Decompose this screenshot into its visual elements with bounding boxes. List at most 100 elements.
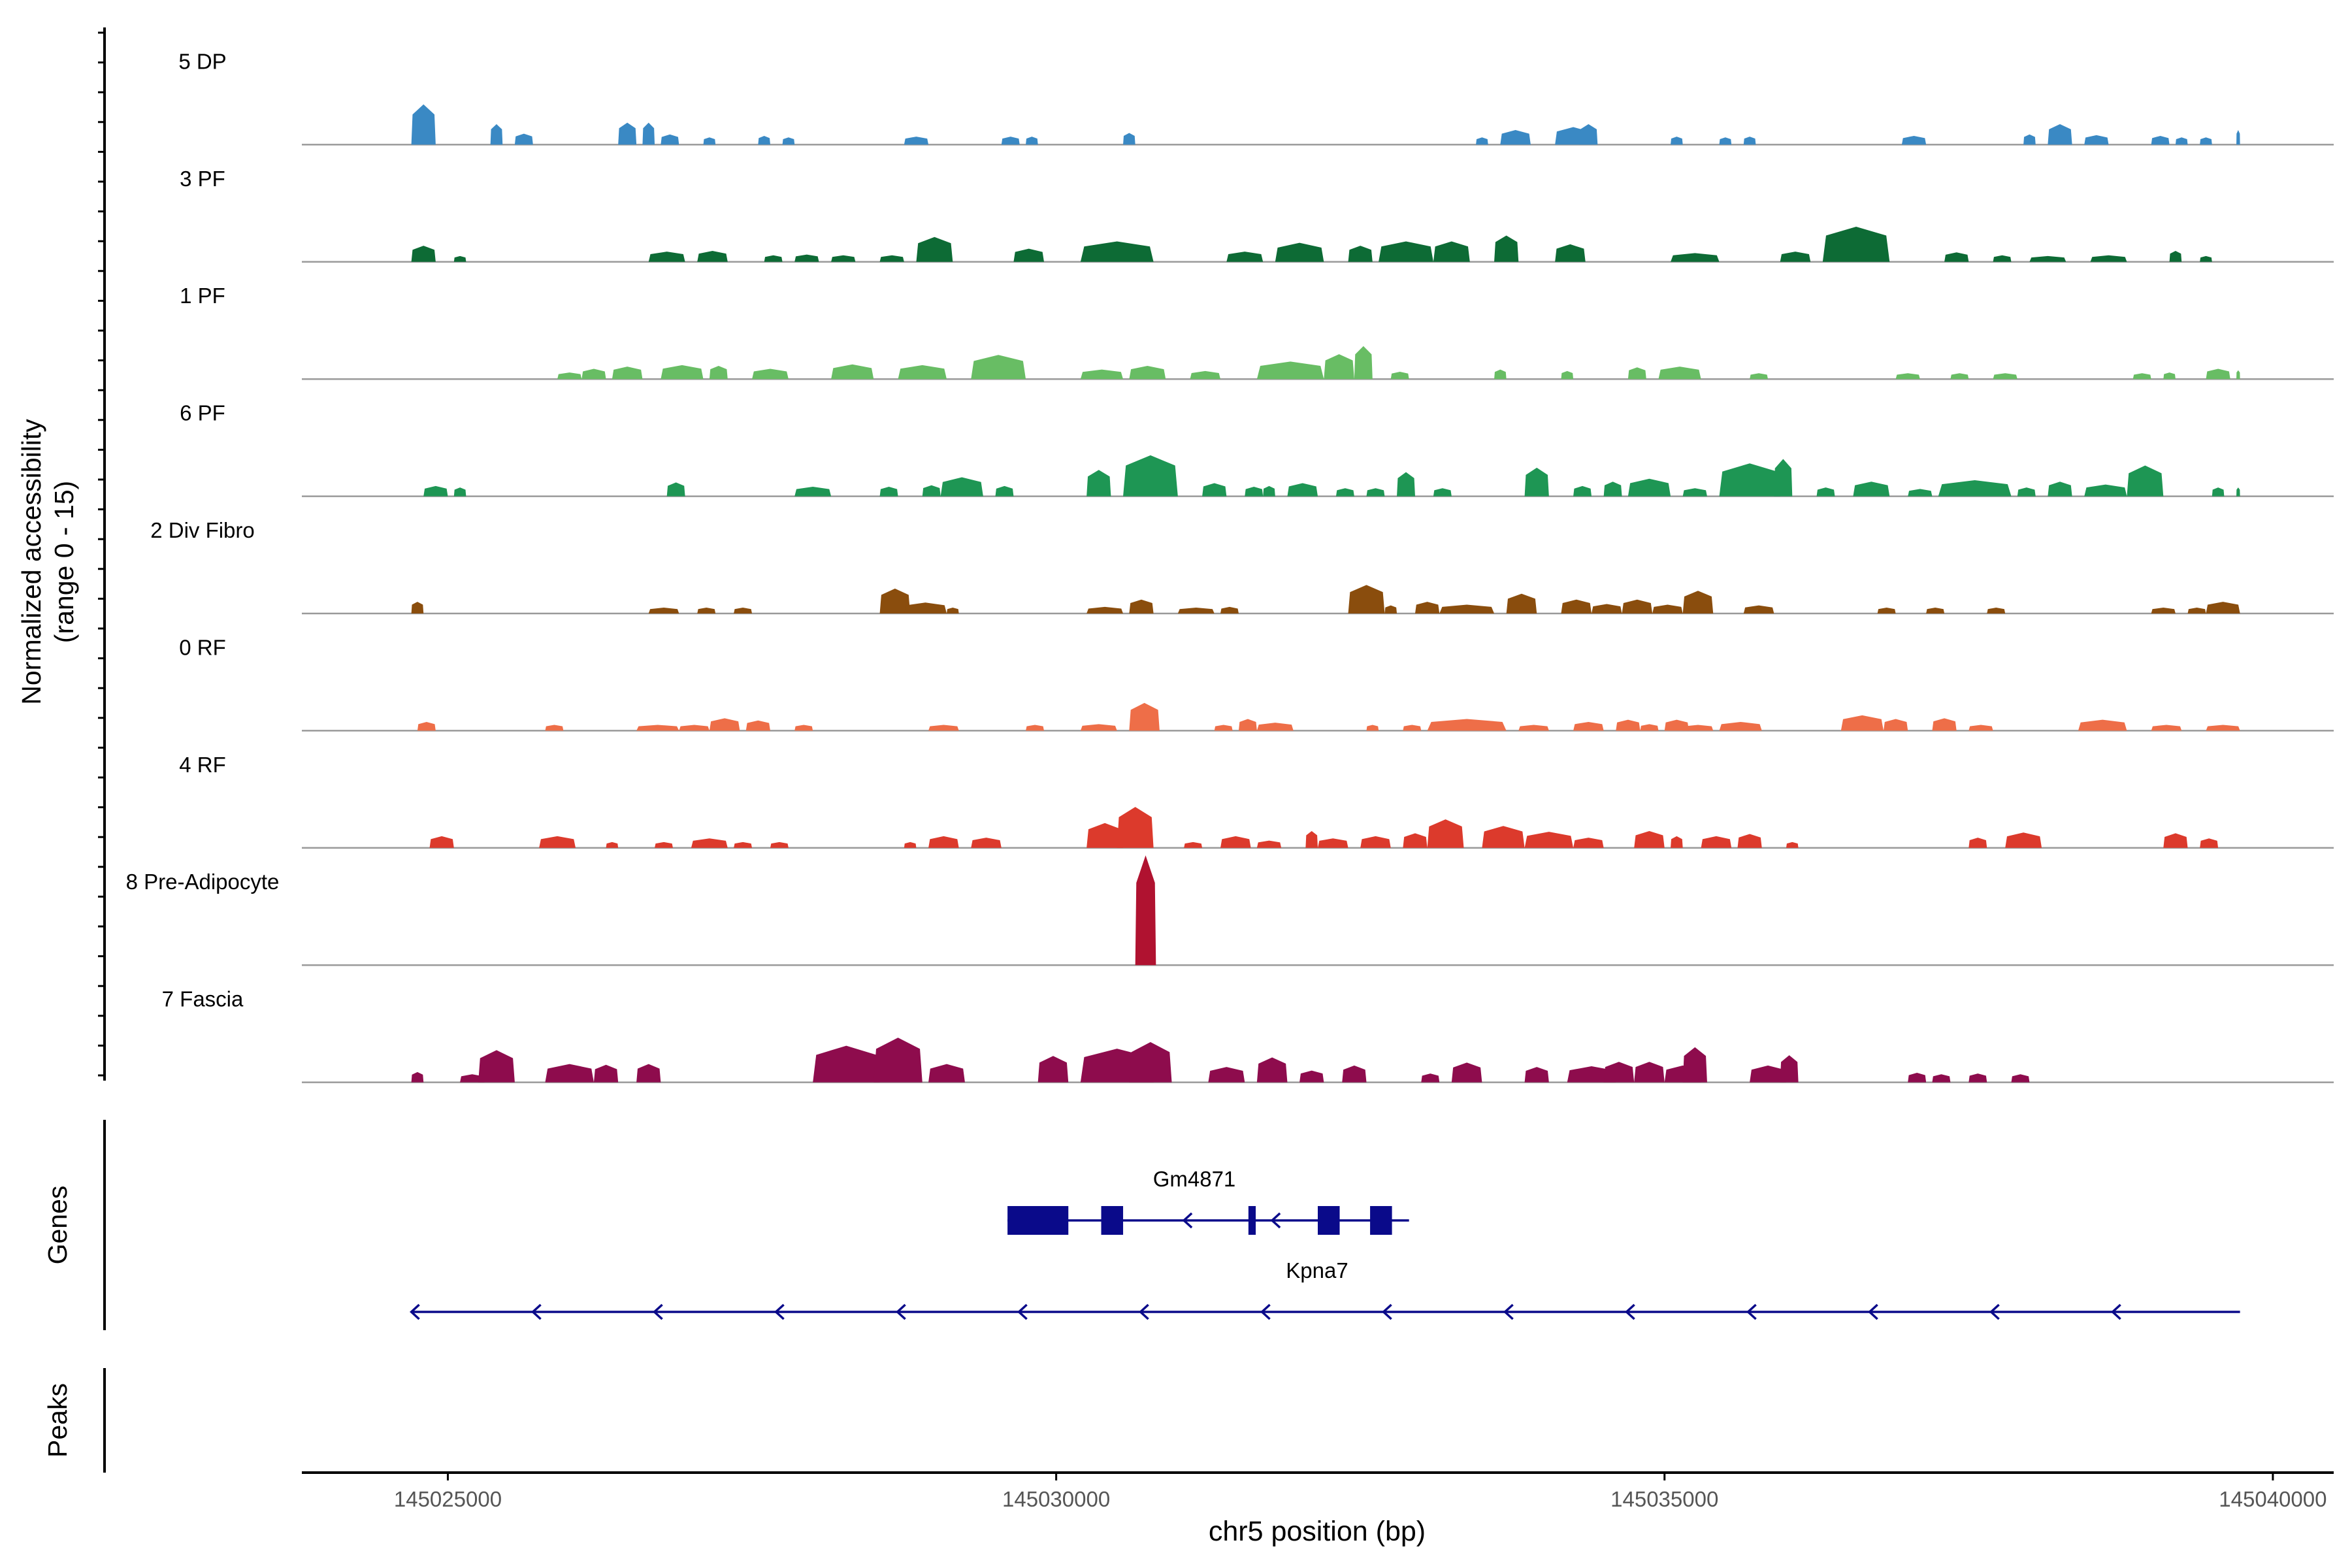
coverage-peak (1476, 137, 1488, 145)
track: 5 DP (178, 49, 2334, 146)
coverage-peak (794, 487, 832, 497)
coverage-peak (794, 725, 813, 731)
coverage-peak (874, 1037, 923, 1083)
coverage-peak (2200, 137, 2212, 145)
coverage-peak (1403, 833, 1428, 848)
coverage-peak (1908, 1073, 1927, 1083)
coverage-peak (1494, 235, 1519, 262)
track-label: 8 Pre-Adipocyte (126, 870, 280, 894)
strand-arrow (1746, 1303, 1757, 1320)
coverage-peak (1908, 489, 1933, 497)
coverage-peak (1080, 241, 1154, 262)
coverage-peak (879, 588, 911, 613)
coverage-peak (1932, 1074, 1951, 1083)
coverage-peak (411, 602, 424, 613)
coverage-peak (2084, 135, 2109, 145)
coverage-peak (411, 1071, 424, 1083)
strand-arrow (531, 1303, 542, 1320)
gene-label: Gm4871 (1153, 1167, 1236, 1191)
coverage-peak (1451, 1062, 1482, 1083)
coverage-peak (1123, 455, 1178, 497)
coverage-peak (1616, 719, 1641, 731)
coverage-peak (1506, 593, 1537, 613)
coverage-peak (1944, 252, 1969, 262)
coverage-peak (1427, 719, 1507, 731)
coverage-peak (1427, 819, 1464, 848)
coverage-peak (2236, 370, 2240, 380)
coverage-peak (1494, 369, 1507, 380)
coverage-peak (1335, 488, 1354, 497)
gene-model: Kpna7 (410, 1258, 2240, 1320)
coverage-peak (2048, 482, 2072, 497)
track-label: 3 PF (180, 167, 225, 191)
coverage-peak (1816, 487, 1835, 497)
coverage-peak (745, 720, 770, 731)
coverage-peak (661, 134, 679, 145)
coverage-peak (453, 487, 466, 497)
x-tick-label: 145035000 (1610, 1487, 1718, 1511)
coverage-peak (1037, 1056, 1069, 1083)
coverage-peak (2236, 130, 2240, 145)
track-label: 0 RF (179, 635, 226, 659)
coverage-peak (697, 608, 716, 613)
coverage-peak (928, 1064, 965, 1083)
coverage-peak (697, 251, 728, 262)
coverage-peak (916, 237, 953, 262)
coverage-peak (1968, 1073, 1987, 1083)
coverage-peak (2048, 124, 2072, 145)
coverage-peak (2206, 725, 2240, 731)
strand-arrow (1625, 1303, 1635, 1320)
coverage-peak (813, 1045, 880, 1083)
strand-arrow (1182, 1212, 1193, 1229)
coverage-peak (758, 135, 770, 145)
track-label: 6 PF (180, 401, 225, 425)
coverage-peak (1627, 478, 1671, 497)
coverage-peak (2200, 838, 2219, 848)
coverage-peak (752, 368, 789, 380)
coverage-peak (1822, 227, 1890, 262)
coverage-peak (1750, 1065, 1786, 1083)
x-tick-label: 145025000 (394, 1487, 502, 1511)
coverage-peak (1190, 370, 1221, 380)
coverage-peak (460, 1074, 485, 1083)
coverage-peak (995, 485, 1014, 497)
coverage-peak (1086, 606, 1124, 613)
coverage-peak (618, 122, 637, 145)
coverage-peak (1840, 715, 1884, 731)
coverage-peak (1877, 608, 1896, 613)
x-tick-label: 145040000 (2219, 1487, 2327, 1511)
coverage-peak (1001, 137, 1020, 145)
coverage-peak (648, 608, 679, 613)
coverage-peak (1634, 831, 1665, 848)
coverage-peak (545, 1064, 594, 1083)
coverage-peak (2206, 368, 2230, 380)
coverage-peak (2163, 372, 2176, 380)
coverage-peak (2175, 137, 2188, 145)
coverage-peak (1579, 124, 1598, 145)
coverage-peak (1220, 836, 1251, 848)
peaks-panel-label: Peaks (42, 1383, 73, 1458)
y-axis-title-range: (range 0 - 15) (49, 481, 79, 643)
coverage-peak (1524, 467, 1549, 497)
x-axis-ticks: 145025000 145030000 145035000 145040000 (394, 1473, 2327, 1511)
coverage-peak (1275, 242, 1324, 262)
coverage-peak (2236, 487, 2240, 497)
coverage-peak (1129, 1042, 1172, 1083)
coverage-peak (453, 255, 466, 262)
coverage-peak (648, 252, 685, 262)
coverage-peak (411, 104, 436, 145)
coverage-peak (782, 137, 795, 145)
coverage-peak (1433, 241, 1470, 262)
coverage-peak (1573, 485, 1592, 497)
coverage-peak (2200, 255, 2212, 262)
strand-arrow (1989, 1303, 2000, 1320)
coverage-peak (1603, 482, 1622, 497)
coverage-tracks: 5 DP 3 PF 1 PF 6 PF 2 Div Fibro 0 RF 4 RF 8 Pre… (126, 49, 2334, 1083)
coverage-peak (1226, 252, 1264, 262)
genes-panel-label: Genes (42, 1186, 73, 1265)
coverage-peak (1573, 721, 1604, 731)
coverage-peak (1129, 599, 1154, 613)
coverage-peak (1968, 725, 1993, 731)
coverage-peak (1208, 1067, 1245, 1083)
coverage-peak (1652, 604, 1683, 613)
